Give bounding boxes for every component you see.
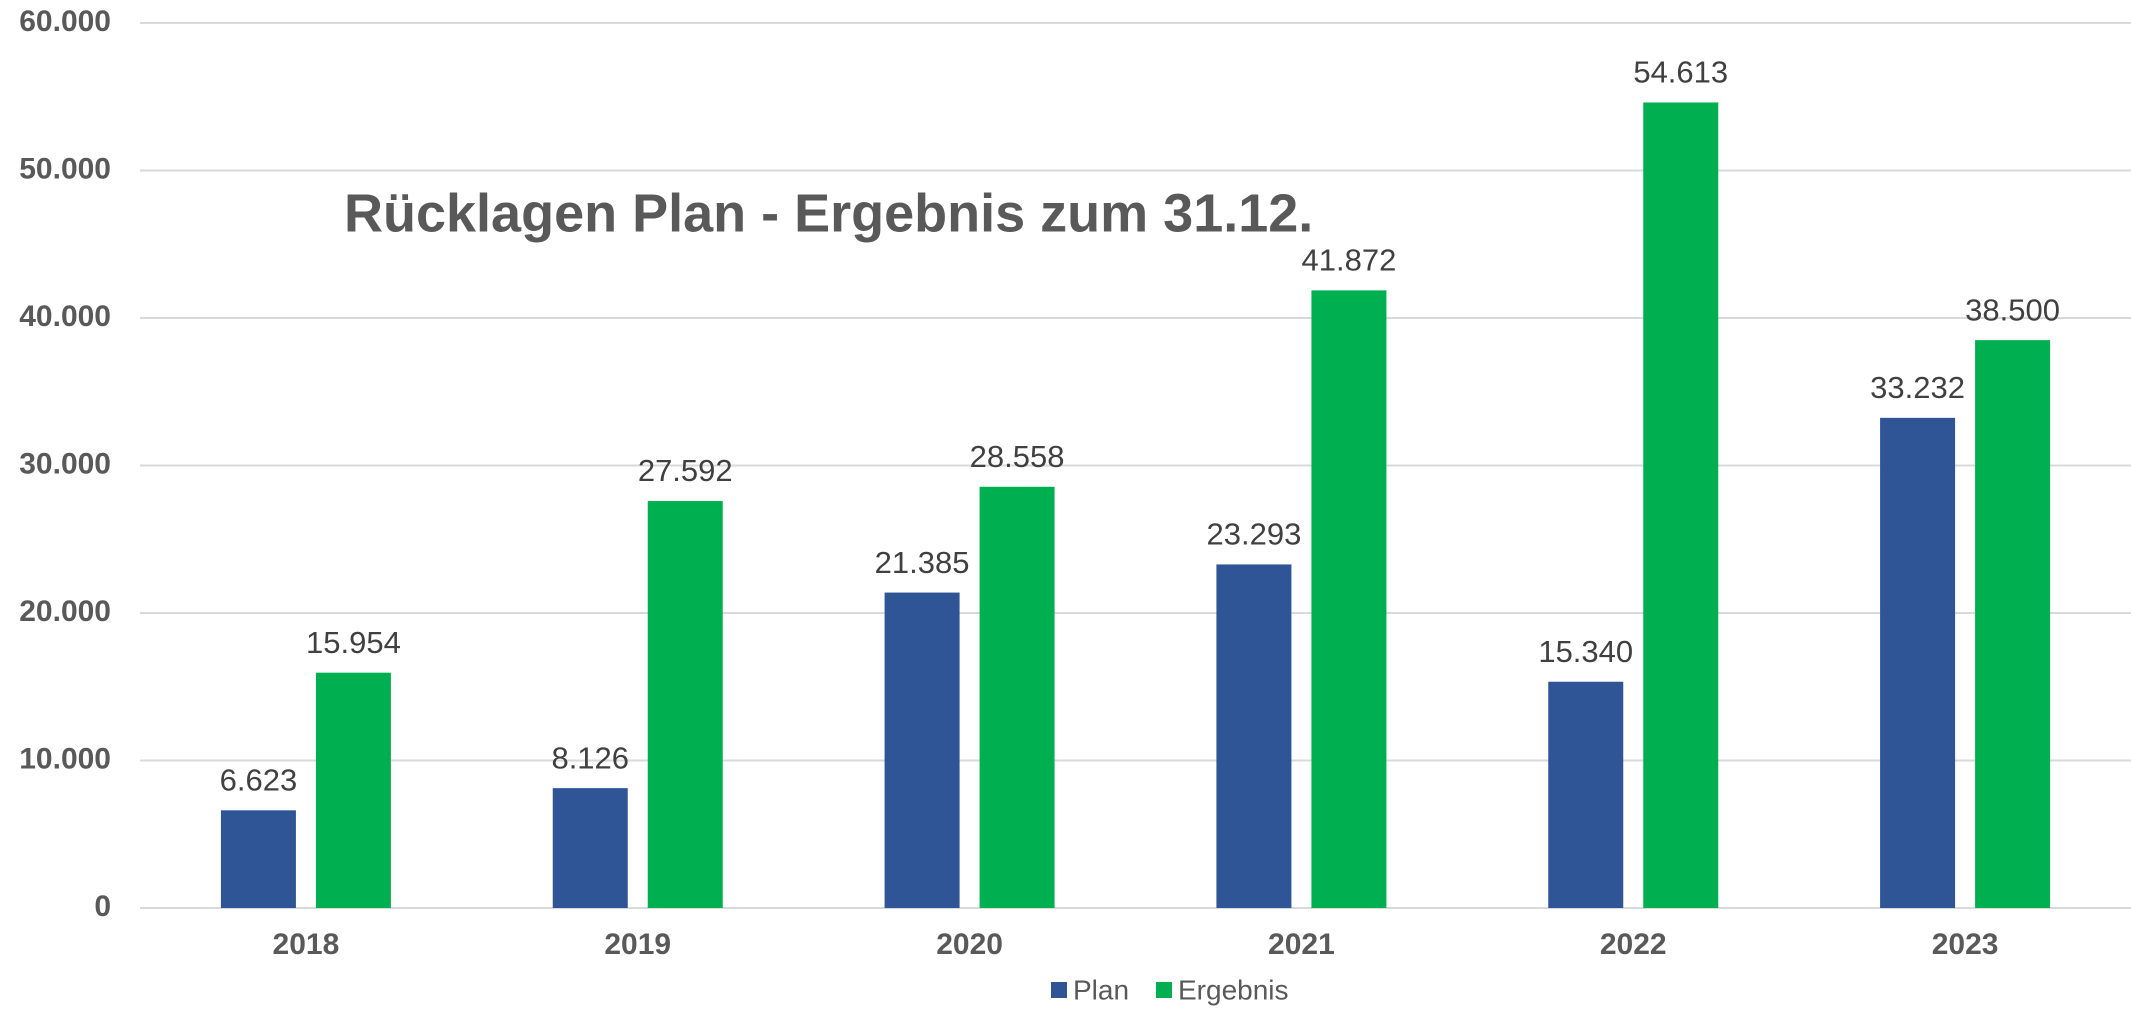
data-label: 41.872 (1302, 243, 1397, 278)
data-label: 27.592 (638, 453, 733, 488)
bar (1548, 681, 1624, 908)
y-tick-label: 0 (94, 890, 111, 923)
bar (552, 788, 628, 908)
y-tick-label: 40.000 (19, 300, 111, 333)
bar (1880, 417, 1956, 908)
x-tick-label: 2019 (604, 928, 671, 961)
bar (979, 486, 1055, 908)
data-label: 15.954 (306, 625, 401, 660)
bar (1975, 340, 2051, 908)
bar (220, 810, 296, 908)
x-tick-label: 2023 (1932, 928, 1999, 961)
legend-swatch (1156, 982, 1172, 998)
y-tick-label: 30.000 (19, 447, 111, 480)
data-label: 23.293 (1207, 517, 1302, 552)
data-label: 38.500 (1965, 292, 2060, 327)
data-label: 33.232 (1870, 370, 1965, 405)
bar (647, 501, 723, 908)
chart-title: Rücklagen Plan - Ergebnis zum 31.12. (344, 183, 1313, 243)
data-label: 6.623 (220, 762, 298, 797)
bar (1311, 290, 1387, 908)
legend-label: Plan (1073, 974, 1129, 1005)
data-label: 21.385 (875, 545, 970, 580)
y-tick-label: 10.000 (19, 742, 111, 775)
bar (1643, 102, 1719, 908)
data-label: 54.613 (1633, 55, 1728, 90)
x-tick-label: 2022 (1600, 928, 1667, 961)
data-label: 8.126 (551, 740, 629, 775)
x-tick-label: 2018 (273, 928, 340, 961)
x-tick-label: 2020 (936, 928, 1003, 961)
bar (884, 592, 960, 908)
bar (1216, 564, 1292, 908)
bar (315, 672, 391, 908)
data-label: 15.340 (1538, 634, 1633, 669)
y-tick-label: 50.000 (19, 152, 111, 185)
y-tick-label: 60.000 (19, 5, 111, 38)
legend-label: Ergebnis (1178, 974, 1289, 1005)
data-label: 28.558 (970, 439, 1065, 474)
legend-swatch (1051, 982, 1067, 998)
y-tick-label: 20.000 (19, 595, 111, 628)
x-tick-label: 2021 (1268, 928, 1335, 961)
